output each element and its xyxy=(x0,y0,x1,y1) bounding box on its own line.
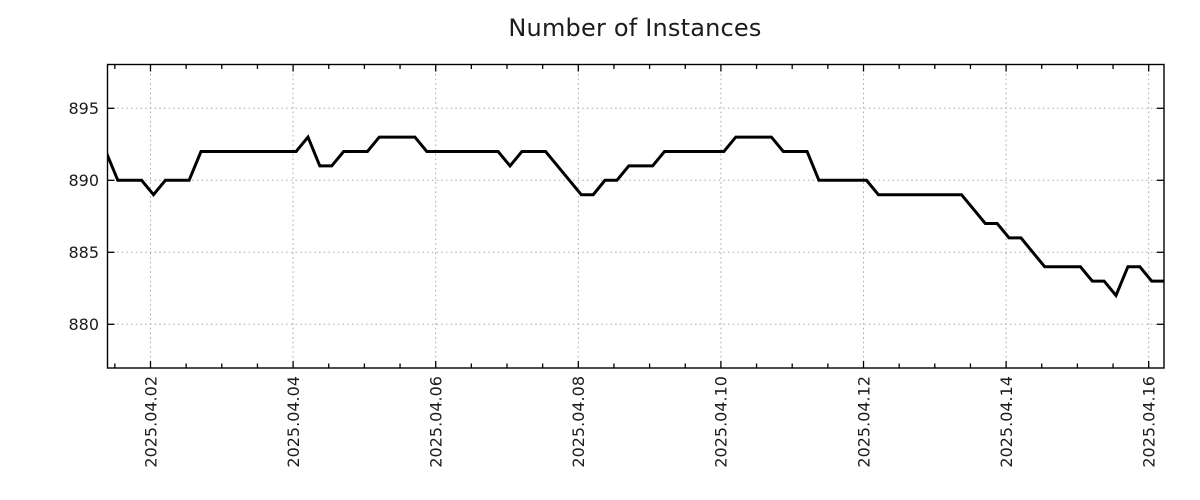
plot-border xyxy=(106,63,1165,369)
x-tick-label: 2025.04.02 xyxy=(141,376,160,468)
x-tick-label: 2025.04.06 xyxy=(426,376,445,468)
chart-title: Number of Instances xyxy=(508,14,762,42)
y-tick-label: 880 xyxy=(68,315,99,334)
x-tick-label: 2025.04.08 xyxy=(569,376,588,468)
x-tick-label: 2025.04.16 xyxy=(1139,376,1158,468)
y-tick-label: 885 xyxy=(68,243,99,262)
y-tick-label: 890 xyxy=(68,171,99,190)
x-tick-label: 2025.04.12 xyxy=(854,376,873,468)
data-series-line xyxy=(107,134,1164,299)
x-tick-label: 2025.04.10 xyxy=(712,376,731,468)
x-tick-label: 2025.04.04 xyxy=(284,376,303,468)
x-tick-label: 2025.04.14 xyxy=(997,376,1016,468)
y-tick-label: 895 xyxy=(68,99,99,118)
